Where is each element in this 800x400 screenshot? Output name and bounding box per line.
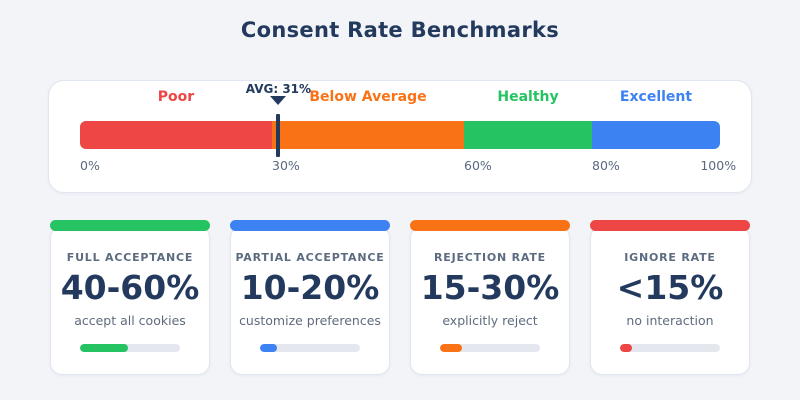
card-value: 15-30%: [420, 268, 560, 307]
average-marker-triangle-icon: [270, 96, 287, 105]
card-subtitle: customize preferences: [239, 313, 381, 329]
axis-tick: 100%: [700, 158, 737, 173]
card-value: <15%: [616, 268, 724, 307]
card-progress-fill: [620, 344, 632, 353]
gauge: Poor Below Average Healthy Excellent AVG…: [80, 81, 736, 192]
card-body: REJECTION RATE 15-30% explicitly reject: [410, 226, 570, 375]
card-accent-bar: [410, 220, 570, 231]
card-partial-acceptance: PARTIAL ACCEPTANCE 10-20% customize pref…: [230, 220, 390, 375]
card-progress-track: [260, 344, 360, 353]
card-body: FULL ACCEPTANCE 40-60% accept all cookie…: [50, 226, 210, 375]
card-body: PARTIAL ACCEPTANCE 10-20% customize pref…: [230, 226, 390, 375]
card-label: REJECTION RATE: [434, 251, 546, 264]
average-marker-line: [276, 114, 281, 157]
card-label: PARTIAL ACCEPTANCE: [235, 251, 385, 264]
card-accent-bar: [230, 220, 390, 231]
average-marker-label: AVG: 31%: [245, 82, 312, 96]
card-accent-bar: [50, 220, 210, 231]
segment-label-excellent: Excellent: [619, 89, 693, 105]
card-subtitle: no interaction: [626, 313, 714, 329]
page-title: Consent Rate Benchmarks: [240, 18, 560, 42]
card-progress-fill: [440, 344, 462, 353]
gauge-bar: [80, 121, 720, 149]
card-ignore-rate: IGNORE RATE <15% no interaction: [590, 220, 750, 375]
segment-label-below-average: Below Average: [309, 89, 427, 105]
gauge-segment: [592, 121, 720, 149]
card-value: 10-20%: [240, 268, 380, 307]
card-full-acceptance: FULL ACCEPTANCE 40-60% accept all cookie…: [50, 220, 210, 375]
segment-label-healthy: Healthy: [497, 89, 559, 105]
card-progress-track: [620, 344, 720, 353]
card-accent-bar: [590, 220, 750, 231]
card-subtitle: explicitly reject: [442, 313, 538, 329]
benchmark-cards: FULL ACCEPTANCE 40-60% accept all cookie…: [50, 220, 750, 375]
axis-tick: 60%: [464, 158, 492, 173]
gauge-segment: [464, 121, 592, 149]
card-label: IGNORE RATE: [624, 251, 716, 264]
card-progress-fill: [80, 344, 128, 353]
gauge-segment: [272, 121, 464, 149]
card-subtitle: accept all cookies: [74, 313, 186, 329]
card-value: 40-60%: [60, 268, 200, 307]
axis-tick: 30%: [272, 158, 300, 173]
card-progress-fill: [260, 344, 277, 353]
card-rejection-rate: REJECTION RATE 15-30% explicitly reject: [410, 220, 570, 375]
axis-tick: 80%: [592, 158, 620, 173]
card-progress-track: [440, 344, 540, 353]
card-label: FULL ACCEPTANCE: [66, 251, 194, 264]
axis-tick: 0%: [80, 158, 100, 173]
segment-label-poor: Poor: [157, 89, 195, 105]
gauge-segment: [80, 121, 272, 149]
card-progress-track: [80, 344, 180, 353]
benchmark-gauge-panel: Poor Below Average Healthy Excellent AVG…: [48, 80, 752, 193]
card-body: IGNORE RATE <15% no interaction: [590, 226, 750, 375]
